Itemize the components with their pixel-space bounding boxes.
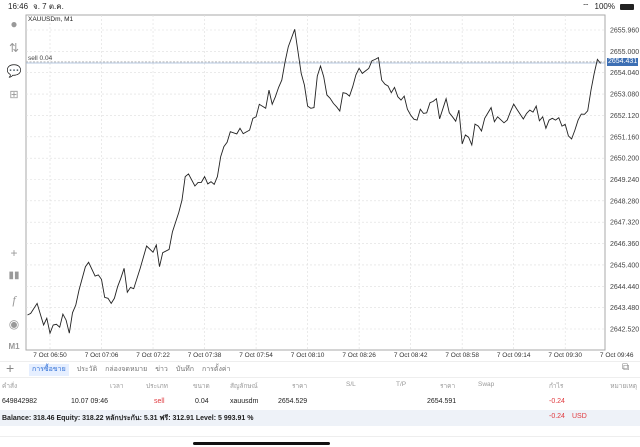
total-profit: -0.24 xyxy=(549,413,565,420)
col-price: ราคา xyxy=(440,383,456,390)
price-chart[interactable]: 2655.960 2655.000 2654.040 2653.080 2652.120… xyxy=(0,0,640,362)
currency: USD xyxy=(572,413,587,420)
y-tick-label: 2652.120 xyxy=(610,113,639,120)
x-tick-label: 7 Oct 07:38 xyxy=(188,352,222,359)
status-left: 16:46 จ. 7 ต.ค. xyxy=(8,2,64,12)
home-indicator xyxy=(193,442,330,445)
tab-trade[interactable]: การซื้อขาย xyxy=(29,364,69,376)
col-tp: T/P xyxy=(396,381,407,388)
summary-bar xyxy=(0,410,640,426)
y-tick-label: 2646.360 xyxy=(610,241,639,248)
y-tick-label: 2649.240 xyxy=(610,177,639,184)
layout-icon[interactable]: ⧉ xyxy=(622,362,630,373)
y-tick-label: 2643.480 xyxy=(610,305,639,312)
y-tick-label: 2644.440 xyxy=(610,284,639,291)
price-line xyxy=(27,29,601,335)
x-tick-label: 7 Oct 06:50 xyxy=(33,352,67,359)
candlestick-icon[interactable]: ▮▮ xyxy=(8,270,20,281)
x-tick-label: 7 Oct 09:30 xyxy=(548,352,582,359)
y-tick-label: 2647.320 xyxy=(610,220,639,227)
y-tick-label: 2655.000 xyxy=(610,49,639,56)
y-tick-label: 2654.040 xyxy=(610,70,639,77)
x-tick-label: 7 Oct 07:22 xyxy=(136,352,170,359)
tab-journal[interactable]: บันทึก xyxy=(175,366,194,373)
new-document-icon[interactable]: ⊞ xyxy=(9,89,19,101)
col-type: ประเภท xyxy=(146,383,168,390)
order-time: 10.07 09:46 xyxy=(71,398,108,405)
battery-level: 100% xyxy=(594,2,615,11)
order-type: sell xyxy=(154,398,165,405)
add-icon[interactable]: + xyxy=(6,360,15,376)
col-volume: ขนาด xyxy=(193,383,210,390)
col-symbol: สัญลักษณ์ xyxy=(230,383,258,390)
x-tick-label: 7 Oct 07:06 xyxy=(85,352,119,359)
x-tick-label: 7 Oct 09:14 xyxy=(497,352,531,359)
x-tick-label: 7 Oct 08:58 xyxy=(445,352,479,359)
order-line-label: sell 0.04 xyxy=(28,55,53,62)
trade-arrows-icon[interactable]: ⇅ xyxy=(8,41,20,55)
col-swap: Swap xyxy=(478,381,495,388)
account-summary: Balance: 318.46 Equity: 318.22 หลักประกั… xyxy=(2,415,254,422)
function-icon[interactable]: f xyxy=(12,293,16,307)
bottom-tabs: การซื้อขาย ประวัติ กล่องจดหมาย ข่าว บันท… xyxy=(29,364,230,376)
y-tick-label: 2645.400 xyxy=(610,262,639,269)
status-time: 16:46 xyxy=(8,2,29,11)
status-right: ⌔ 100% xyxy=(582,2,634,12)
tab-history[interactable]: ประวัติ xyxy=(76,366,98,373)
tab-mailbox[interactable]: กล่องจดหมาย xyxy=(105,366,148,373)
x-tick-label: 7 Oct 08:10 xyxy=(291,352,325,359)
crosshair-icon[interactable]: + xyxy=(10,246,18,260)
timeframe-button[interactable]: M1 xyxy=(8,342,20,351)
chat-icon[interactable]: 💬 xyxy=(6,64,22,78)
x-tick-label: 7 Oct 08:42 xyxy=(394,352,428,359)
wifi-icon: ⌔ xyxy=(582,2,590,11)
x-tick-label: 7 Oct 07:54 xyxy=(239,352,273,359)
x-tick-label: 7 Oct 08:26 xyxy=(342,352,376,359)
tab-news[interactable]: ข่าว xyxy=(155,366,168,373)
order-open-price: 2654.529 xyxy=(278,398,308,405)
col-comment: หมายเหตุ xyxy=(610,383,637,390)
y-tick-label: 2653.080 xyxy=(610,92,639,99)
col-profit: กำไร xyxy=(549,383,564,390)
y-tick-label: 2642.520 xyxy=(610,327,639,334)
order-profit: -0.24 xyxy=(549,398,565,405)
plot-area xyxy=(25,14,606,351)
col-time: เวลา xyxy=(110,383,124,390)
status-date: จ. 7 ต.ค. xyxy=(33,2,64,11)
order-price: 2654.591 xyxy=(427,398,457,405)
y-tick-label: 2648.280 xyxy=(610,198,639,205)
account-icon[interactable]: ● xyxy=(10,17,18,31)
battery-icon xyxy=(620,4,634,10)
col-sl: S/L xyxy=(346,381,356,388)
current-price-tag: 2654.431 xyxy=(607,58,639,66)
y-tick-label: 2651.160 xyxy=(610,134,639,141)
x-tick-label: 7 Oct 09:46 xyxy=(600,352,634,359)
col-open-price: ราคา xyxy=(292,383,308,390)
order-volume: 0.04 xyxy=(195,398,209,405)
tab-settings[interactable]: การตั้งค่า xyxy=(201,366,231,373)
users-icon[interactable]: ◉ xyxy=(8,317,20,331)
symbol-label: XAUUSDm, M1 xyxy=(28,16,74,23)
order-id: 649842982 xyxy=(2,398,38,405)
y-tick-label: 2655.960 xyxy=(610,28,639,35)
col-order: คำสั่ง xyxy=(2,383,18,390)
y-tick-label: 2650.200 xyxy=(610,156,639,163)
order-symbol: xauusdm xyxy=(230,398,259,405)
